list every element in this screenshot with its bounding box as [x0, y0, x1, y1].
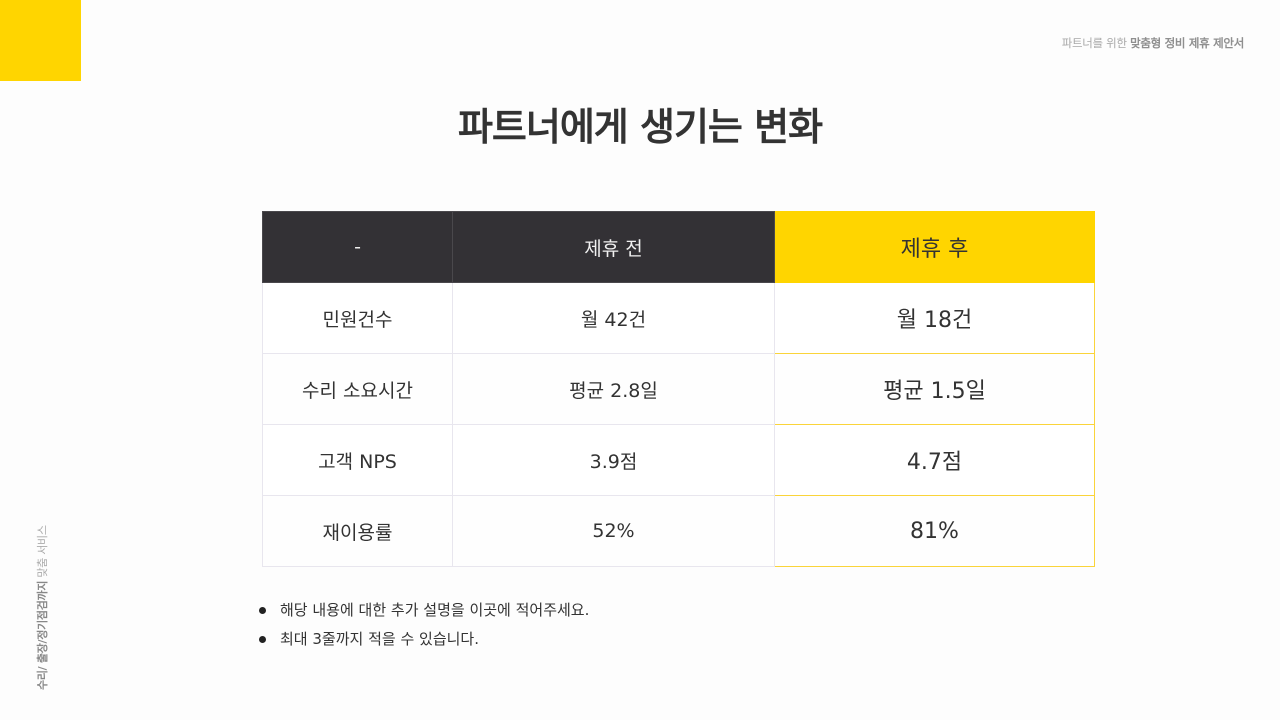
value-after: 월 18건 — [774, 282, 1095, 354]
value-after: 81% — [774, 495, 1095, 567]
header-tagline-prefix: 파트너를 위한 — [1061, 36, 1131, 50]
row-label: 재이용률 — [262, 495, 453, 567]
comparison-table: - 제휴 전 제휴 후 민원건수 월 42건 월 18건 수리 소요시간 평균 … — [262, 211, 1095, 567]
header-cell-after: 제휴 후 — [774, 211, 1095, 283]
notes-list: 해당 내용에 대한 추가 설명을 이곳에 적어주세요. 최대 3줄까지 적을 수… — [258, 596, 589, 654]
note-item: 해당 내용에 대한 추가 설명을 이곳에 적어주세요. — [258, 596, 589, 625]
table-row: 고객 NPS 3.9점 4.7점 — [262, 424, 1095, 496]
table-row: 수리 소요시간 평균 2.8일 평균 1.5일 — [262, 353, 1095, 425]
bullet-icon — [259, 636, 266, 643]
table-row: 재이용률 52% 81% — [262, 495, 1095, 567]
header-tagline-emphasis: 맞춤형 정비 제휴 제안서 — [1130, 36, 1244, 50]
header-cell-before: 제휴 전 — [452, 211, 775, 283]
value-before: 52% — [452, 495, 775, 567]
table-row: 민원건수 월 42건 월 18건 — [262, 282, 1095, 354]
value-before: 평균 2.8일 — [452, 353, 775, 425]
side-tagline-suffix: 맞춤 서비스 — [36, 525, 49, 581]
note-item: 최대 3줄까지 적을 수 있습니다. — [258, 625, 589, 654]
side-tagline-emphasis: 수리/ 출장/정기점검까지 — [36, 580, 49, 690]
row-label: 수리 소요시간 — [262, 353, 453, 425]
table-header-row: - 제휴 전 제휴 후 — [262, 211, 1095, 283]
value-after: 평균 1.5일 — [774, 353, 1095, 425]
note-text: 최대 3줄까지 적을 수 있습니다. — [280, 630, 479, 648]
header-tagline: 파트너를 위한 맞춤형 정비 제휴 제안서 — [1061, 35, 1245, 51]
row-label: 고객 NPS — [262, 424, 453, 496]
row-label: 민원건수 — [262, 282, 453, 354]
corner-accent-block — [0, 0, 81, 81]
side-tagline: 수리/ 출장/정기점검까지 맞춤 서비스 — [34, 525, 50, 690]
value-before: 월 42건 — [452, 282, 775, 354]
value-after: 4.7점 — [774, 424, 1095, 496]
page-title: 파트너에게 생기는 변화 — [457, 105, 823, 149]
value-before: 3.9점 — [452, 424, 775, 496]
bullet-icon — [259, 607, 266, 614]
header-cell-label: - — [262, 211, 453, 283]
note-text: 해당 내용에 대한 추가 설명을 이곳에 적어주세요. — [280, 601, 590, 619]
